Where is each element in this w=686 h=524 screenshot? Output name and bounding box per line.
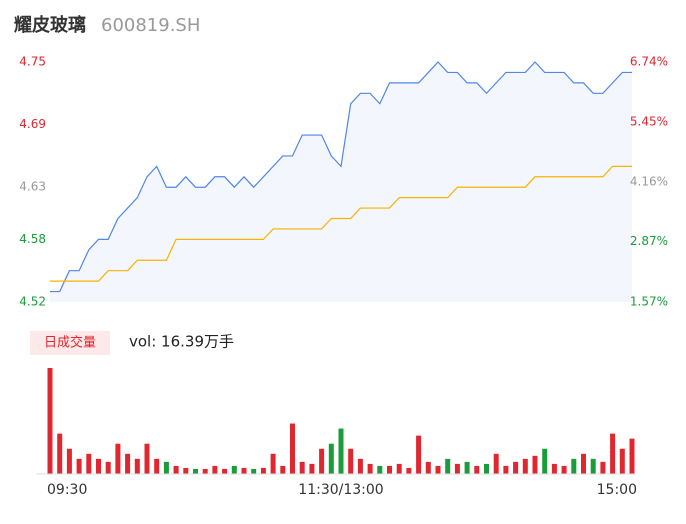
volume-bar [115,443,121,474]
volume-bar [76,458,82,474]
volume-bar [581,453,586,474]
y2-tick-label: 5.45% [630,114,668,128]
volume-bar [299,461,305,474]
volume-bar [212,465,218,474]
volume-bar [154,458,160,474]
volume-bar [629,438,635,474]
volume-bar [134,458,140,474]
volume-bar [328,443,334,474]
y-tick-label: 4.75 [19,55,46,69]
volume-bar [396,463,402,474]
volume-bar [610,433,616,474]
volume-bar [474,465,480,474]
stock-code: 600819.SH [101,15,200,36]
volume-bar [571,458,577,474]
x-tick-label: 09:30 [47,482,87,498]
volume-bar [590,458,596,474]
volume-bar [348,448,354,474]
volume-bar [503,465,509,474]
volume-bar [144,443,150,474]
volume-bar [406,467,412,474]
volume-badge [30,331,110,355]
volume-bar [416,435,422,474]
price-area [50,62,632,302]
y-tick-label: 4.69 [19,117,46,131]
price-line [50,61,632,293]
y2-tick-label: 1.57% [630,295,668,309]
volume-bar [183,467,189,474]
volume-bar [231,465,237,474]
volume-bar [222,468,228,474]
volume-bar [377,465,383,474]
volume-bar [241,467,247,474]
volume-bar [193,468,198,474]
volume-bar [367,463,373,474]
volume-bar [47,368,53,474]
volume-bar [105,461,111,474]
y2-tick-label: 4.16% [630,174,668,188]
volume-bar [493,453,499,474]
volume-bar [202,468,208,474]
volume-bar [280,465,286,474]
volume-title: 日成交量 [44,335,96,351]
volume-bar [464,461,470,474]
x-tick-label: 15:00 [597,482,637,498]
volume-bar [57,433,63,474]
volume-bar [163,461,169,474]
volume-bar [619,448,625,474]
volume-bar [600,461,606,474]
volume-bar [309,463,315,474]
volume-bar [260,467,266,474]
y-tick-label: 4.63 [19,180,46,194]
y2-tick-label: 2.87% [630,234,668,248]
volume-bar [454,463,460,474]
volume-bar [484,463,489,474]
volume-bar [387,465,392,474]
volume-bar [270,453,276,474]
volume-bar [445,458,451,474]
volume-bar [357,458,363,474]
volume-bar [522,458,528,474]
volume-bar [173,465,179,474]
volume-bar [66,448,72,474]
y-tick-label: 4.58 [19,232,46,246]
volume-bar [96,458,101,474]
volume-bar [425,461,431,474]
stock-name: 耀皮玻璃 [14,14,86,36]
y-tick-label: 4.52 [19,295,46,309]
volume-bar [542,448,548,474]
volume-bar [435,465,441,474]
volume-total: vol: 16.39万手 [129,333,234,351]
volume-bar [551,463,557,474]
volume-bar [86,453,92,474]
x-tick-label: 11:30/13:00 [298,482,383,498]
volume-bar [290,423,295,474]
volume-bar [251,468,257,474]
volume-bar [125,453,131,474]
volume-bar [319,448,325,474]
volume-bar [561,465,567,474]
volume-bar [513,461,519,474]
volume-bar [338,428,344,474]
y2-tick-label: 6.74% [630,55,668,69]
average-line [50,165,632,282]
volume-bar [532,455,538,474]
